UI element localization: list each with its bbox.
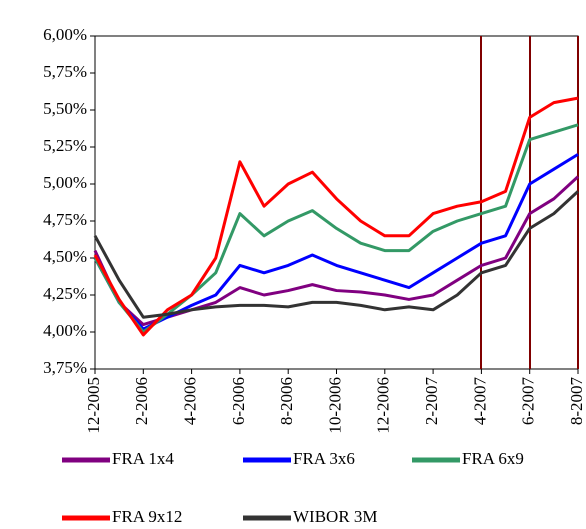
legend-label: FRA 1x4 [112, 449, 174, 468]
x-tick-label: 4-2007 [470, 377, 489, 426]
y-tick-label: 3,75% [43, 358, 87, 377]
y-tick-label: 5,25% [43, 136, 87, 155]
y-tick-label: 5,50% [43, 99, 87, 118]
legend-label: FRA 9x12 [112, 507, 182, 526]
x-tick-label: 2-2006 [132, 377, 151, 425]
series-line [93, 96, 579, 337]
legend-label: FRA 3x6 [293, 449, 355, 468]
x-tick-label: 12-2005 [84, 377, 103, 434]
x-tick-label: 6-2007 [519, 377, 538, 426]
x-tick-label: 10-2006 [325, 377, 344, 434]
legend-label: WIBOR 3M [293, 507, 378, 526]
y-tick-label: 6,00% [43, 25, 87, 44]
legend-label: FRA 6x9 [462, 449, 524, 468]
y-tick-label: 4,00% [43, 321, 87, 340]
x-tick-label: 4-2006 [181, 377, 200, 425]
series-line [93, 190, 580, 319]
x-tick-label: 2-2007 [422, 377, 441, 426]
y-tick-label: 5,00% [43, 173, 87, 192]
y-tick-label: 4,25% [43, 284, 87, 303]
y-tick-label: 4,50% [43, 247, 87, 266]
x-tick-label: 6-2006 [229, 377, 248, 425]
y-tick-label: 4,75% [43, 210, 87, 229]
x-tick-label: 12-2006 [374, 377, 393, 434]
series-line [93, 123, 579, 334]
y-tick-label: 5,75% [43, 62, 87, 81]
x-tick-label: 8-2007 [567, 377, 586, 426]
x-tick-label: 8-2006 [277, 377, 296, 425]
